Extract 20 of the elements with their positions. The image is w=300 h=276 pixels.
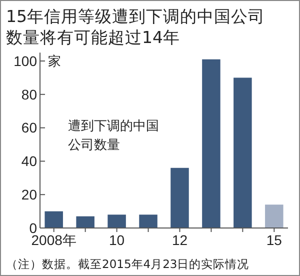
bar	[170, 168, 189, 228]
x-tick-label: 12	[172, 232, 188, 248]
bar	[44, 211, 63, 228]
bar	[76, 216, 94, 228]
y-tick-label: 20	[21, 186, 38, 202]
y-tick-label: 40	[21, 153, 38, 170]
y-tick-label: 80	[21, 86, 38, 102]
y-tick-label: 100	[14, 52, 38, 69]
text: （注）数据。截至2015年4月23日的实际情况	[6, 257, 250, 271]
bar	[108, 214, 126, 228]
bar	[202, 59, 220, 228]
x-tick-label: 10	[109, 232, 125, 248]
bar	[265, 204, 284, 228]
bar	[139, 214, 158, 228]
y-axis-title: 家	[48, 54, 61, 70]
chart-title: 15年信用等级遭到下调的中国公司数量将有可能超过14年	[6, 7, 265, 47]
x-tick-label: 15	[266, 232, 282, 248]
bar	[234, 78, 252, 228]
y-tick-label: 60	[21, 120, 38, 136]
annotation: 遭到下调的中国公司数量	[68, 119, 159, 153]
